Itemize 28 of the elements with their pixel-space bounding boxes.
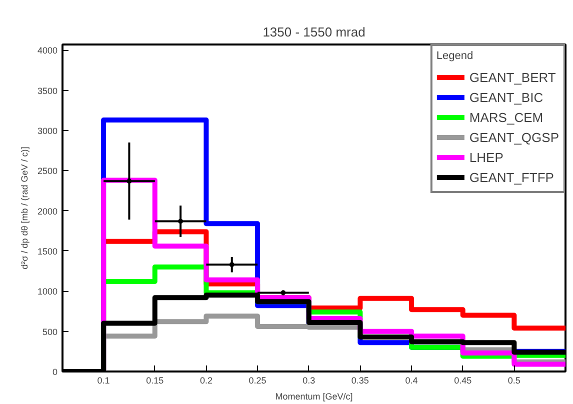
- x-tick-label: 0.45: [454, 376, 472, 386]
- x-tick-label: 0.2: [200, 376, 212, 386]
- y-tick-label: 1000: [37, 286, 58, 297]
- y-axis-title: d²σ / dp dθ [mb / (rad GeV / c)]: [19, 146, 30, 270]
- x-tick-label: 0.3: [302, 376, 316, 386]
- y-tick-label: 2000: [37, 206, 58, 216]
- y-tick-label: 3000: [37, 126, 58, 136]
- legend-label: LHEP: [469, 149, 504, 165]
- x-tick-label: 0.35: [351, 376, 369, 386]
- x-tick-label: 0.25: [248, 376, 266, 386]
- legend-label: GEANT_FTFP: [469, 169, 554, 185]
- x-tick-label: 0.15: [146, 376, 164, 386]
- legend-label: GEANT_BIC: [469, 89, 544, 105]
- x-tick-label: 0.5: [508, 376, 520, 386]
- y-tick-label: 1500: [37, 246, 58, 256]
- x-tick-label: 0.4: [405, 376, 418, 386]
- y-tick-label: 0: [52, 367, 58, 377]
- x-axis-title: Momentum [GeV/c]: [275, 392, 353, 402]
- legend-title: Legend: [436, 50, 474, 62]
- legend-label: GEANT_BERT: [469, 69, 556, 85]
- y-tick-label: 2500: [37, 166, 58, 176]
- y-tick-label: 500: [42, 326, 58, 337]
- y-tick-label: 3500: [37, 86, 58, 96]
- chart-title: 1350 - 1550 mrad: [262, 24, 366, 40]
- x-tick-label: 0.1: [97, 376, 110, 386]
- legend-label: MARS_CEM: [469, 109, 544, 125]
- y-tick-label: 4000: [37, 46, 58, 56]
- legend-label: GEANT_QGSP: [469, 129, 559, 145]
